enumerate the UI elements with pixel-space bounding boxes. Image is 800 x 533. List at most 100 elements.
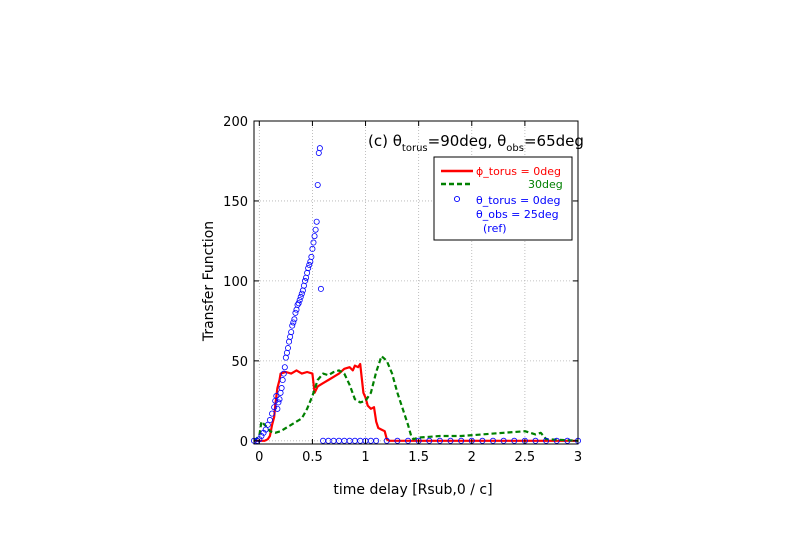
data-point (447, 437, 454, 444)
data-point (314, 181, 321, 188)
data-point (383, 437, 390, 444)
data-point (315, 149, 322, 156)
title-suffix: =65deg (524, 132, 584, 150)
data-point (458, 437, 465, 444)
data-point (373, 437, 380, 444)
ticks: 0 0.5 1 1.5 2 2.5 3 0 50 100 150 200 (223, 115, 582, 465)
data-point (291, 316, 298, 323)
data-point (273, 393, 280, 400)
data-point (294, 301, 301, 308)
data-point (309, 245, 316, 252)
data-point (289, 322, 296, 329)
data-point (553, 437, 560, 444)
title-sub2: obs (506, 143, 524, 154)
data-point (500, 437, 507, 444)
title-theta2: θ (497, 132, 506, 150)
data-point (479, 437, 486, 444)
series-2 (250, 145, 582, 444)
data-point (282, 354, 289, 361)
title-sub1: torus (402, 143, 428, 154)
series-line (254, 362, 578, 442)
data-point (281, 364, 288, 371)
legend-label-3: θ_obs = 25deg (476, 208, 559, 221)
data-point (260, 429, 267, 436)
data-point (287, 333, 294, 340)
data-point (290, 319, 297, 326)
data-point (278, 385, 285, 392)
data-point (293, 306, 300, 313)
data-point (317, 285, 324, 292)
data-point (274, 405, 281, 412)
data-point (271, 404, 278, 411)
series-1 (253, 355, 579, 442)
data-point (426, 437, 433, 444)
legend-label-0: ϕ_torus = 0deg (476, 165, 561, 178)
data-point (262, 426, 269, 433)
x-tick-label: 2 (468, 450, 476, 465)
data-point (316, 145, 323, 152)
x-tick-label: 0.5 (302, 450, 323, 465)
data-point (311, 233, 318, 240)
data-point (264, 421, 271, 428)
data-point (367, 437, 374, 444)
series-line (253, 355, 579, 442)
data-point (299, 287, 306, 294)
data-point (297, 293, 304, 300)
title-prefix: (c) (368, 132, 393, 150)
title-theta1: θ (393, 132, 402, 150)
data-point (304, 269, 311, 276)
data-point (490, 437, 497, 444)
y-tick-label: 150 (223, 195, 248, 210)
legend-label-2: θ_torus = 0deg (476, 194, 560, 207)
data-point (266, 417, 273, 424)
legend: ϕ_torus = 0deg 30deg θ_torus = 0deg θ_ob… (433, 156, 573, 241)
x-tick-label: 1 (361, 450, 369, 465)
data-point (307, 258, 314, 265)
data-point (532, 437, 539, 444)
data-point (295, 300, 302, 307)
data-point (277, 389, 284, 396)
legend-label-1: 30deg (528, 178, 563, 191)
data-point (564, 437, 571, 444)
data-point (312, 226, 319, 233)
data-point (275, 399, 282, 406)
y-tick-label: 200 (223, 115, 248, 130)
data-point (511, 437, 518, 444)
data-point (298, 290, 305, 297)
legend-label-4: (ref) (483, 222, 507, 235)
data-point (306, 261, 313, 268)
x-tick-label: 3 (574, 450, 582, 465)
x-tick-label: 1.5 (408, 450, 429, 465)
x-tick-label: 0 (255, 450, 263, 465)
data-point (308, 253, 315, 260)
data-point (313, 218, 320, 225)
data-point (303, 274, 310, 281)
series-layer (250, 145, 582, 444)
data-point (405, 437, 412, 444)
data-point (280, 370, 287, 377)
data-point (269, 410, 276, 417)
legend-swatch-circle (453, 195, 461, 203)
chart-title: (c) θtorus=90deg, θobs=65deg (368, 132, 584, 154)
title-mid: =90deg, (428, 132, 497, 150)
data-point (436, 437, 443, 444)
data-point (283, 349, 290, 356)
series-0 (254, 362, 578, 442)
data-point (310, 239, 317, 246)
data-point (286, 338, 293, 345)
data-point (276, 396, 283, 403)
y-axis-label: Transfer Function (201, 221, 217, 342)
data-point (543, 437, 550, 444)
data-point (284, 345, 291, 352)
data-point (258, 433, 265, 440)
plot-frame (253, 120, 579, 445)
y-tick-label: 50 (231, 355, 248, 370)
data-point (300, 282, 307, 289)
data-point (279, 377, 286, 384)
y-tick-label: 0 (240, 435, 248, 450)
data-point (394, 437, 401, 444)
x-axis-label: time delay [Rsub,0 / c] (333, 482, 492, 498)
data-point (296, 297, 303, 304)
data-point (292, 309, 299, 316)
